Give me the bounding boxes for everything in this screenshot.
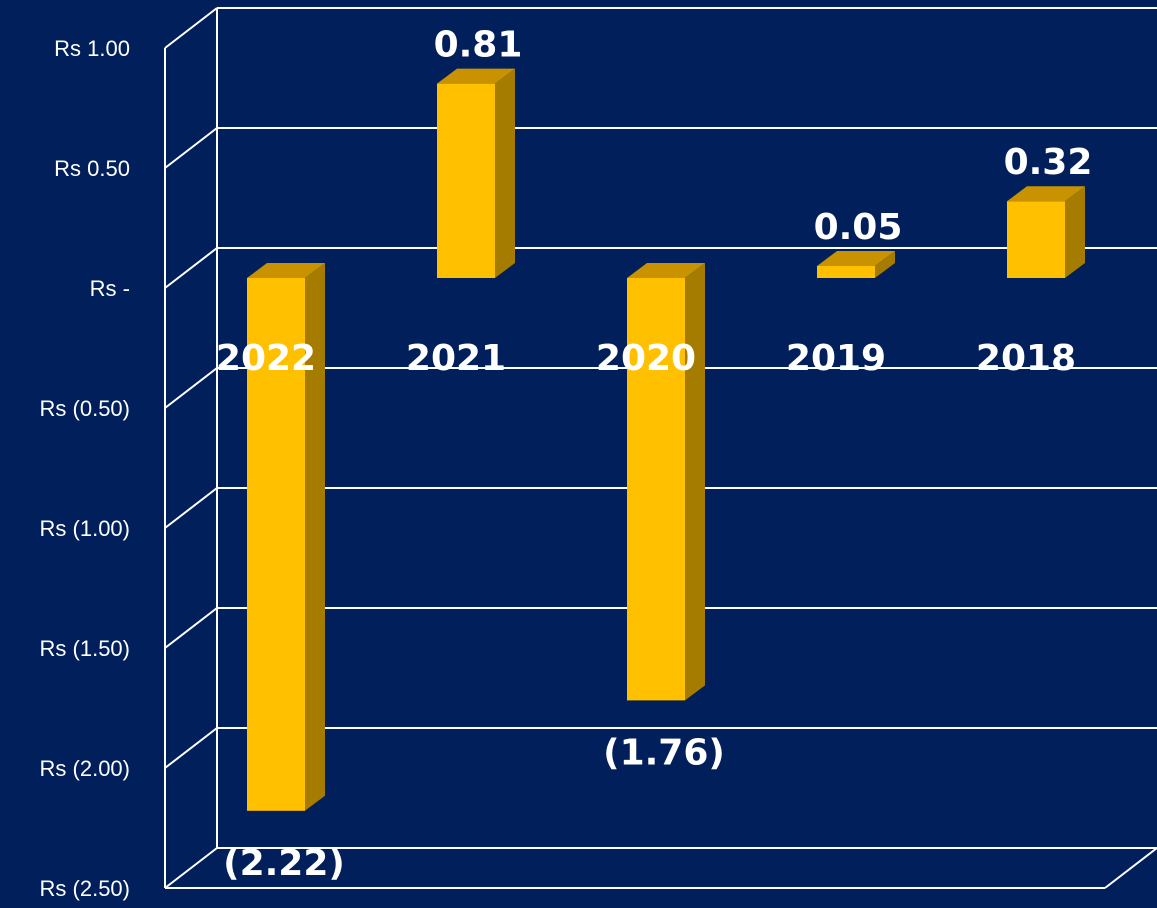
data-label: 0.81 [434,25,523,66]
bar-top [437,68,515,84]
side-wall-line [164,7,218,49]
data-label: (2.22) [223,843,345,884]
side-wall-line [164,847,218,889]
y-tick-label: Rs 1.00 [54,36,130,61]
y-axis: Rs 1.00 Rs 0.50 Rs - Rs (0.50) Rs (1.00) Rs (… [40,36,130,901]
bar-side [685,263,705,701]
y-tick-label: Rs (2.00) [40,756,130,781]
bar-2022 [247,263,325,811]
bar-front [817,266,875,278]
y-tick-label: Rs (0.50) [40,396,130,421]
data-label: 0.05 [814,207,903,248]
y-tick-label: Rs (2.50) [40,876,130,901]
bar-top [627,263,705,278]
bar-side [875,251,895,278]
bar-top [817,251,895,266]
category-label: 2021 [406,338,506,379]
bar-front [1007,201,1065,278]
y-tick-label: Rs - [90,276,130,301]
bar-2020 [627,263,705,701]
category-label: 2019 [786,338,886,379]
bar-side [305,263,325,811]
category-label: 2022 [216,338,316,379]
side-wall-line [164,607,218,649]
floor-side-edge [1104,847,1157,889]
category-label: 2018 [976,338,1076,379]
side-wall-line [164,247,218,289]
bar-2021 [437,68,515,278]
data-label: (1.76) [603,732,725,773]
side-wall-line [164,487,218,529]
bar-side [1065,186,1085,278]
side-wall-line [164,367,218,409]
bar-front [247,278,305,811]
category-label: 2020 [596,338,696,379]
y-tick-label: Rs (1.00) [40,516,130,541]
side-wall-line [164,127,218,169]
labels: (2.22) 2022 0.81 2021 (1.76) 2020 0.05 2019 0.32… [216,25,1093,884]
bar-front [627,278,685,701]
bar-2018 [1007,186,1085,278]
bars [247,68,1085,811]
data-label: 0.32 [1004,142,1093,183]
gridlines [164,7,1157,889]
bar-top [247,263,325,278]
bar-top [1007,186,1085,202]
y-tick-label: Rs (1.50) [40,636,130,661]
bar-2019 [817,251,895,278]
bar-side [495,68,515,278]
bar-front [437,83,495,278]
y-tick-label: Rs 0.50 [54,156,130,181]
side-wall-line [164,727,218,769]
